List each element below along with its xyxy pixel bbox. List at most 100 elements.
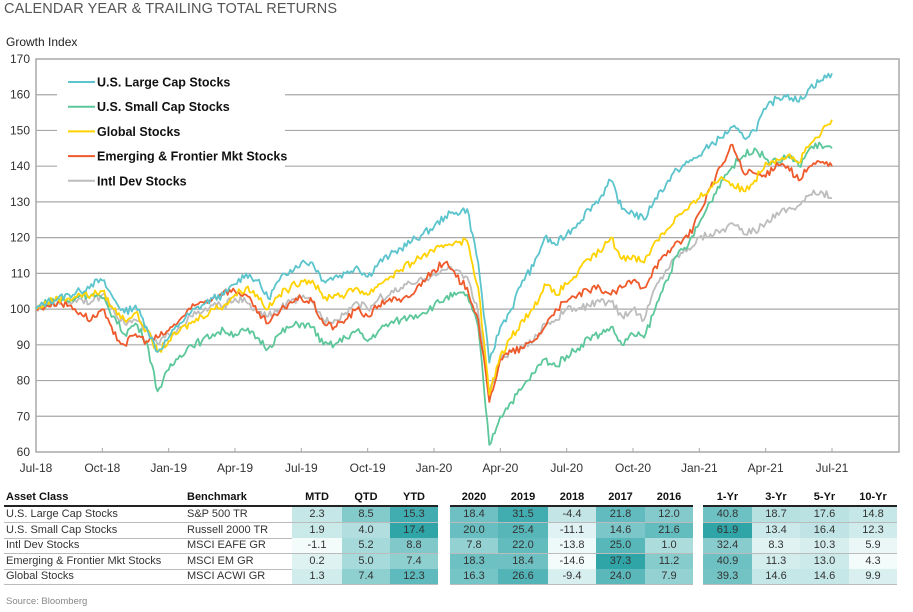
source-note: Source: Bloomberg — [6, 596, 88, 607]
return-cell-ytd: 17.4 — [390, 522, 438, 538]
return-cell-2019: 26.6 — [498, 569, 548, 584]
y-tick-label: 80 — [17, 374, 31, 388]
return-cell-10-yr: 5.9 — [849, 538, 897, 553]
series-line-global-stocks — [35, 119, 833, 396]
return-cell-mtd: 0.2 — [292, 553, 342, 569]
x-tick-label: Jul-21 — [816, 461, 849, 475]
row-divider — [703, 584, 897, 585]
return-cell-2017: 37.3 — [596, 553, 645, 569]
return-cell-2020: 16.3 — [450, 569, 498, 584]
y-tick-label: 120 — [10, 231, 30, 245]
return-cell-mtd: 1.9 — [292, 522, 342, 538]
return-cell-5-yr: 14.6 — [800, 569, 849, 584]
header-3-yr: 3-Yr — [765, 491, 787, 503]
series-line-u-s-small-cap-stocks — [35, 141, 833, 446]
x-tick-label: Apr-21 — [748, 461, 784, 475]
y-tick-label: 150 — [10, 123, 30, 137]
row-divider — [4, 584, 438, 585]
asset-class-cell: Global Stocks — [6, 570, 74, 582]
x-tick-label: Oct-19 — [350, 461, 386, 475]
return-cell-2020: 18.3 — [450, 553, 498, 569]
x-tick-label: Apr-20 — [482, 461, 518, 475]
table-row: U.S. Small Cap Stocks Russell 2000 TR 1.9 4… — [0, 522, 913, 539]
x-tick-label: Jul-19 — [285, 461, 318, 475]
return-cell-2018: -14.6 — [548, 553, 596, 569]
return-cell-10-yr: 9.9 — [849, 569, 897, 584]
return-cell-2016: 12.0 — [645, 507, 693, 522]
header-ytd: YTD — [403, 491, 425, 503]
plot-frame — [35, 58, 900, 453]
header-2016: 2016 — [656, 491, 682, 503]
page-title: CALENDAR YEAR & TRAILING TOTAL RETURNS — [4, 1, 338, 17]
return-cell-1-yr: 40.9 — [703, 553, 752, 569]
y-tick-label: 160 — [10, 88, 30, 102]
x-tick-label: Apr-19 — [217, 461, 253, 475]
header-2020: 2020 — [461, 491, 487, 503]
header-2017: 2017 — [608, 491, 633, 503]
return-cell-ytd: 7.4 — [390, 553, 438, 569]
legend-label: Intl Dev Stocks — [97, 174, 187, 188]
return-cell-3-yr: 8.3 — [752, 538, 800, 553]
header-2019: 2019 — [510, 491, 536, 503]
return-cell-5-yr: 17.6 — [800, 507, 849, 522]
y-tick-label: 130 — [10, 195, 30, 209]
benchmark-cell: S&P 500 TR — [187, 508, 248, 520]
return-cell-mtd: 1.3 — [292, 569, 342, 584]
legend-label: U.S. Small Cap Stocks — [97, 100, 230, 114]
return-cell-2018: -11.1 — [548, 522, 596, 538]
y-tick-label: 100 — [10, 302, 30, 316]
header-qtd: QTD — [354, 491, 378, 503]
header-mtd: MTD — [305, 491, 329, 503]
return-cell-ytd: 8.8 — [390, 538, 438, 553]
return-cell-1-yr: 39.3 — [703, 569, 752, 584]
return-cell-2019: 31.5 — [498, 507, 548, 522]
return-cell-2016: 7.9 — [645, 569, 693, 584]
header-rule — [450, 505, 693, 507]
legend-box — [57, 68, 285, 198]
return-cell-ytd: 15.3 — [390, 507, 438, 522]
growth-index-line-chart: 60 70 80 90 100 110 120 130 140 150 160 170 Jul-18 Oc… — [10, 52, 900, 475]
y-tick-label: 110 — [11, 266, 30, 280]
legend-label: Global Stocks — [97, 125, 180, 139]
return-cell-5-yr: 16.4 — [800, 522, 849, 538]
return-cell-5-yr: 10.3 — [800, 538, 849, 553]
return-cell-2019: 22.0 — [498, 538, 548, 553]
return-cell-2019: 18.4 — [498, 553, 548, 569]
return-cell-2018: -9.4 — [548, 569, 596, 584]
return-cell-2020: 7.8 — [450, 538, 498, 553]
series-line-u-s-large-cap-stocks — [35, 72, 833, 364]
header-10-yr: 10-Yr — [859, 491, 887, 503]
header-benchmark: Benchmark — [187, 491, 247, 503]
row-divider — [450, 584, 693, 585]
benchmark-cell: MSCI EM GR — [187, 554, 254, 567]
return-cell-qtd: 7.4 — [342, 569, 390, 584]
y-tick-label: 70 — [17, 409, 31, 423]
series-line-emerging-frontier-mkt-stocks — [35, 143, 833, 403]
return-cell-3-yr: 18.7 — [752, 507, 800, 522]
return-cell-mtd: 2.3 — [292, 507, 342, 522]
x-tick-label: Jul-20 — [550, 461, 583, 475]
return-cell-2018: -13.8 — [548, 538, 596, 553]
return-cell-2016: 11.2 — [645, 553, 693, 569]
row-divider — [4, 553, 438, 554]
return-cell-2020: 20.0 — [450, 522, 498, 538]
table-header: Asset Class Benchmark MTD QTD YTD 2020 2019 201… — [0, 490, 913, 506]
return-cell-3-yr: 13.4 — [752, 522, 800, 538]
return-cell-2019: 25.4 — [498, 522, 548, 538]
table-row: Intl Dev Stocks MSCI EAFE GR -1.1 5.2 8.8 7.8… — [0, 538, 913, 554]
header-asset-class: Asset Class — [6, 491, 69, 503]
return-cell-2018: -4.4 — [548, 507, 596, 522]
x-tick-label: Jan-20 — [416, 461, 453, 475]
return-cell-2017: 21.8 — [596, 507, 645, 522]
return-cell-ytd: 12.3 — [390, 569, 438, 584]
asset-class-cell: U.S. Small Cap Stocks — [6, 523, 118, 536]
header-1-yr: 1-Yr — [716, 491, 739, 503]
row-divider — [4, 522, 438, 523]
table-row: U.S. Large Cap Stocks S&P 500 TR 2.3 8.5 15.… — [0, 507, 913, 523]
row-divider — [4, 537, 438, 539]
return-cell-mtd: -1.1 — [292, 538, 342, 553]
return-cell-2017: 14.6 — [596, 522, 645, 538]
y-tick-label: 90 — [17, 338, 31, 352]
return-cell-10-yr: 14.8 — [849, 507, 897, 522]
y-axis-label: Growth Index — [6, 35, 78, 49]
